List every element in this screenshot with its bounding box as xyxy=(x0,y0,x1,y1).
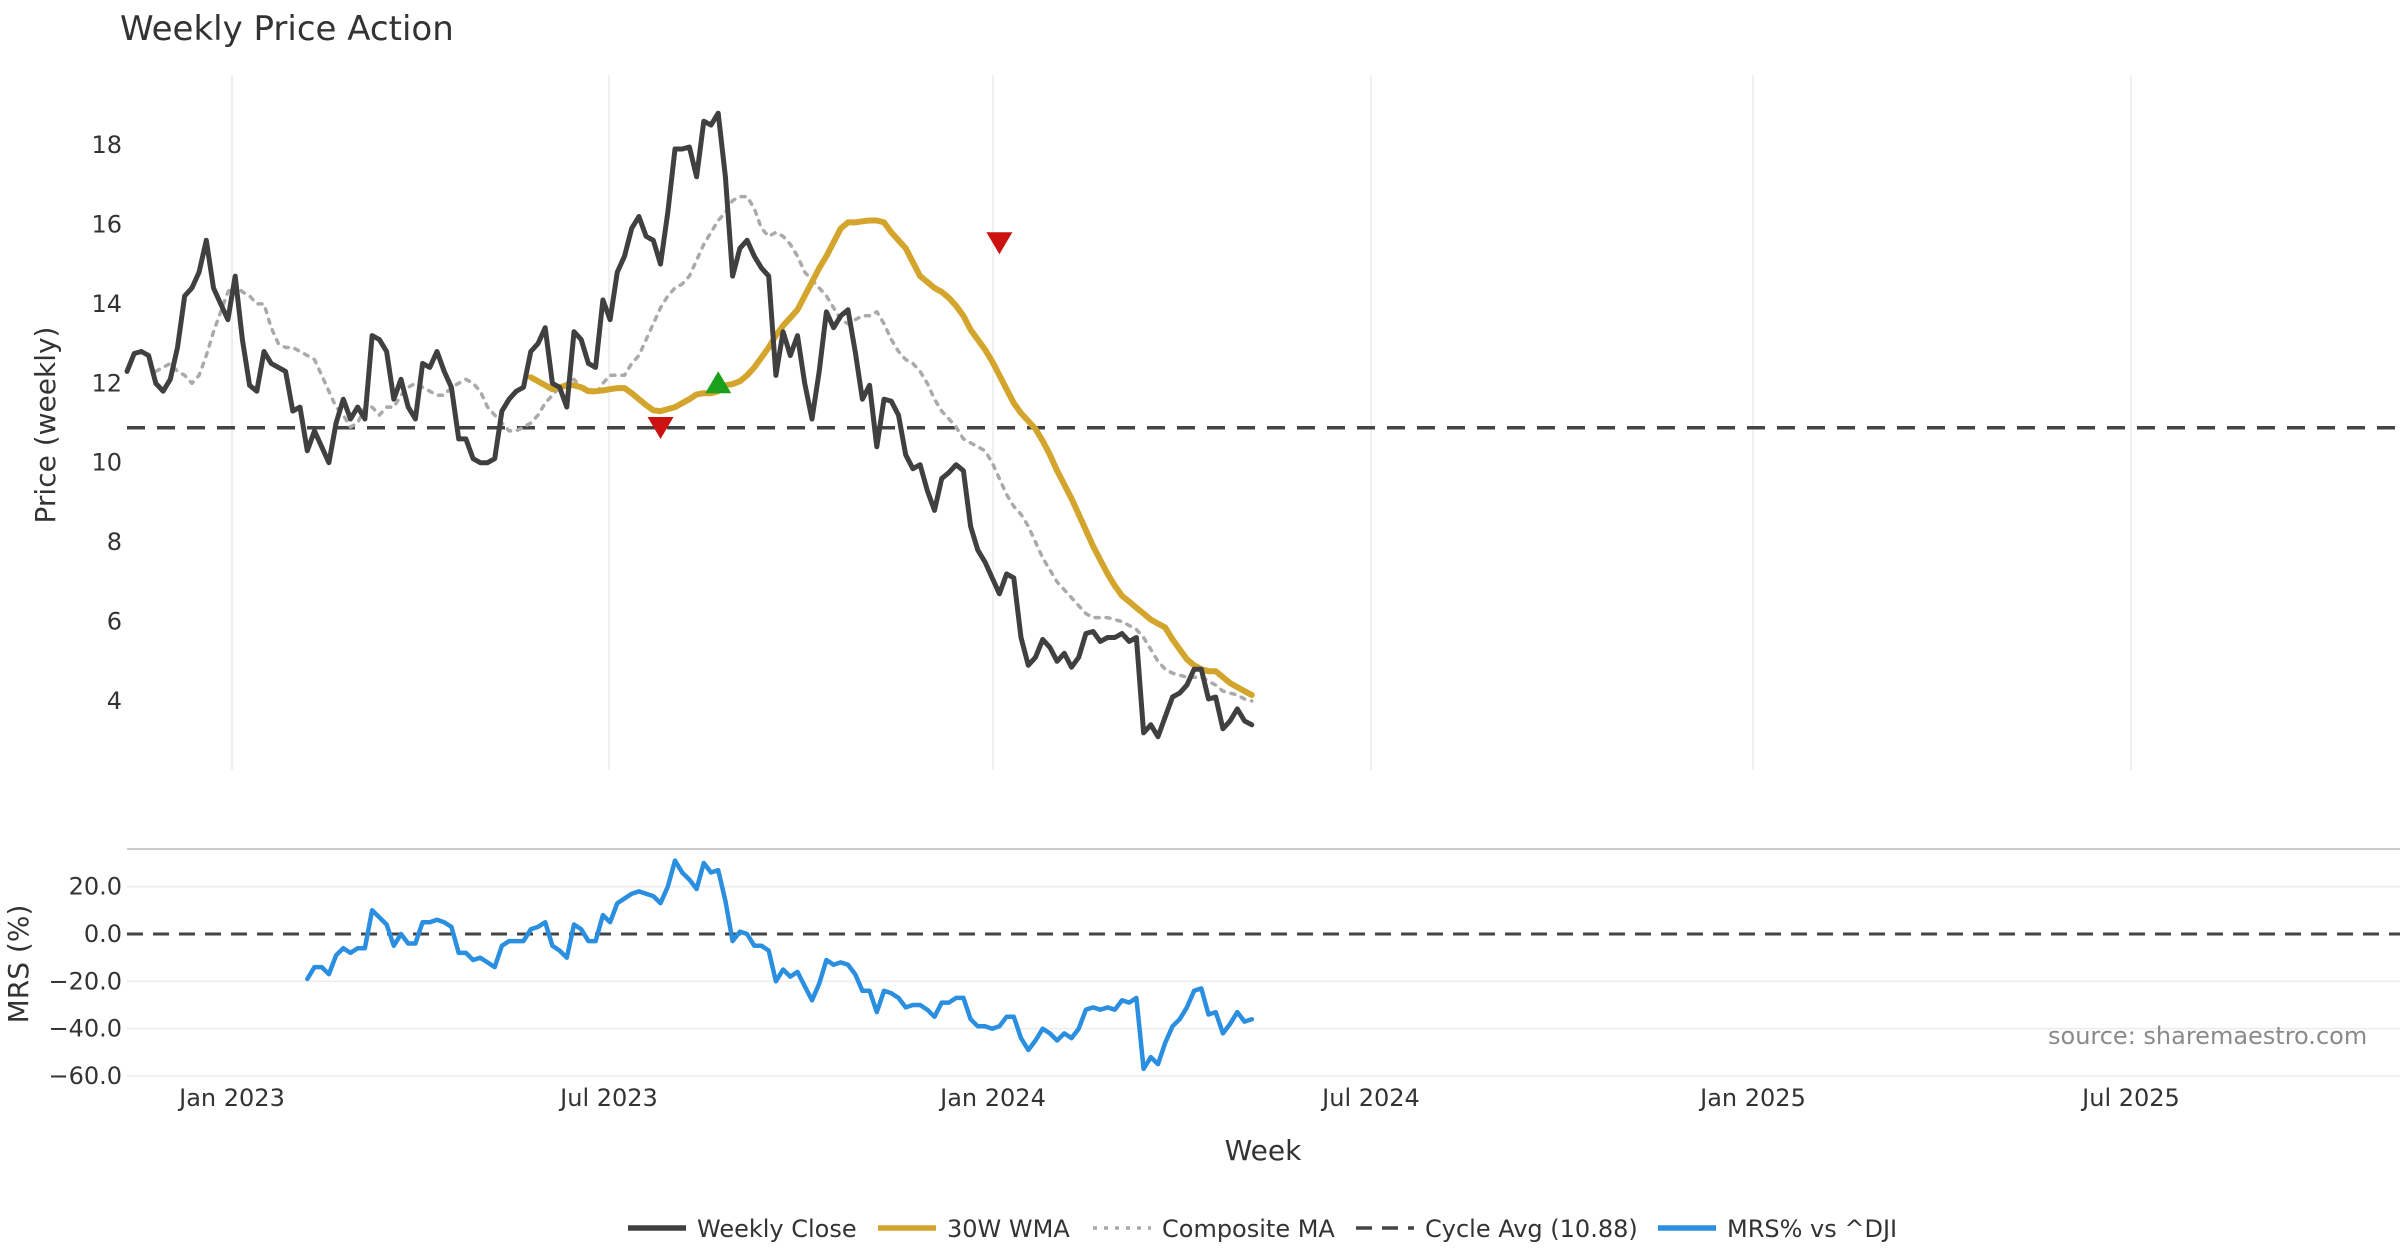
buy-signal-marker-1 xyxy=(705,371,732,394)
x-axis-label: Week xyxy=(1225,1134,1302,1167)
chart-title: Weekly Price Action xyxy=(120,9,454,49)
mrs-y-tick-2: −20.0 xyxy=(48,967,122,995)
mrs-y-axis-label: MRS (%) xyxy=(2,905,35,1024)
x-ticks: Jan 2023 Jul 2023 Jan 2024 Jul 2024 Jan 2025… xyxy=(177,1084,2180,1112)
legend-item-1: 30W WMA xyxy=(878,1215,1070,1243)
legend-item-2: Composite MA xyxy=(1093,1215,1335,1243)
source-label: source: sharemaestro.com xyxy=(2048,1022,2367,1050)
price-y-tick-3: 10 xyxy=(91,449,122,477)
price-y-ticks: 4 6 8 10 12 14 16 18 xyxy=(91,131,122,715)
mrs-line xyxy=(305,858,1255,1072)
price-y-tick-6: 16 xyxy=(91,210,122,238)
price-y-tick-2: 8 xyxy=(107,528,122,556)
legend-item-0: Weekly Close xyxy=(628,1215,857,1243)
legend: Weekly Close 30W WMA Composite MA Cycle Avg… xyxy=(628,1215,1897,1243)
price-y-tick-1: 6 xyxy=(107,608,122,636)
x-tick-5: Jul 2025 xyxy=(2080,1084,2180,1112)
x-tick-0: Jan 2023 xyxy=(177,1084,285,1112)
x-tick-1: Jul 2023 xyxy=(558,1084,658,1112)
price-y-tick-7: 18 xyxy=(91,131,122,159)
sell-signal-marker-2 xyxy=(986,232,1013,255)
mrs-y-tick-0: 20.0 xyxy=(69,873,122,901)
price-panel-grid xyxy=(231,75,2132,770)
legend-label-1: 30W WMA xyxy=(947,1215,1070,1243)
x-tick-2: Jan 2024 xyxy=(938,1084,1046,1112)
mrs-panel-grid xyxy=(127,885,2400,1077)
mrs-y-tick-3: −40.0 xyxy=(48,1015,122,1043)
legend-item-4: MRS% vs ^DJI xyxy=(1658,1215,1897,1243)
x-tick-3: Jul 2024 xyxy=(1320,1084,1420,1112)
x-tick-4: Jan 2025 xyxy=(1698,1084,1806,1112)
price-y-axis-label: Price (weekly) xyxy=(29,327,62,524)
weekly-close-line xyxy=(124,110,1255,740)
price-y-tick-0: 4 xyxy=(107,687,122,715)
legend-label-4: MRS% vs ^DJI xyxy=(1727,1215,1897,1243)
legend-label-3: Cycle Avg (10.88) xyxy=(1425,1215,1638,1243)
mrs-y-tick-4: −60.0 xyxy=(48,1062,122,1090)
mrs-y-tick-1: 0.0 xyxy=(84,920,122,948)
mrs-y-ticks: 20.0 0.0 −20.0 −40.0 −60.0 xyxy=(48,873,122,1090)
legend-item-3: Cycle Avg (10.88) xyxy=(1356,1215,1638,1243)
legend-label-0: Weekly Close xyxy=(697,1215,857,1243)
price-y-tick-4: 12 xyxy=(91,369,122,397)
signal-markers xyxy=(647,232,1013,439)
legend-label-2: Composite MA xyxy=(1162,1215,1335,1243)
sell-signal-marker-0 xyxy=(647,416,674,439)
price-y-tick-5: 14 xyxy=(91,290,122,318)
wma-30w-line xyxy=(527,217,1255,698)
